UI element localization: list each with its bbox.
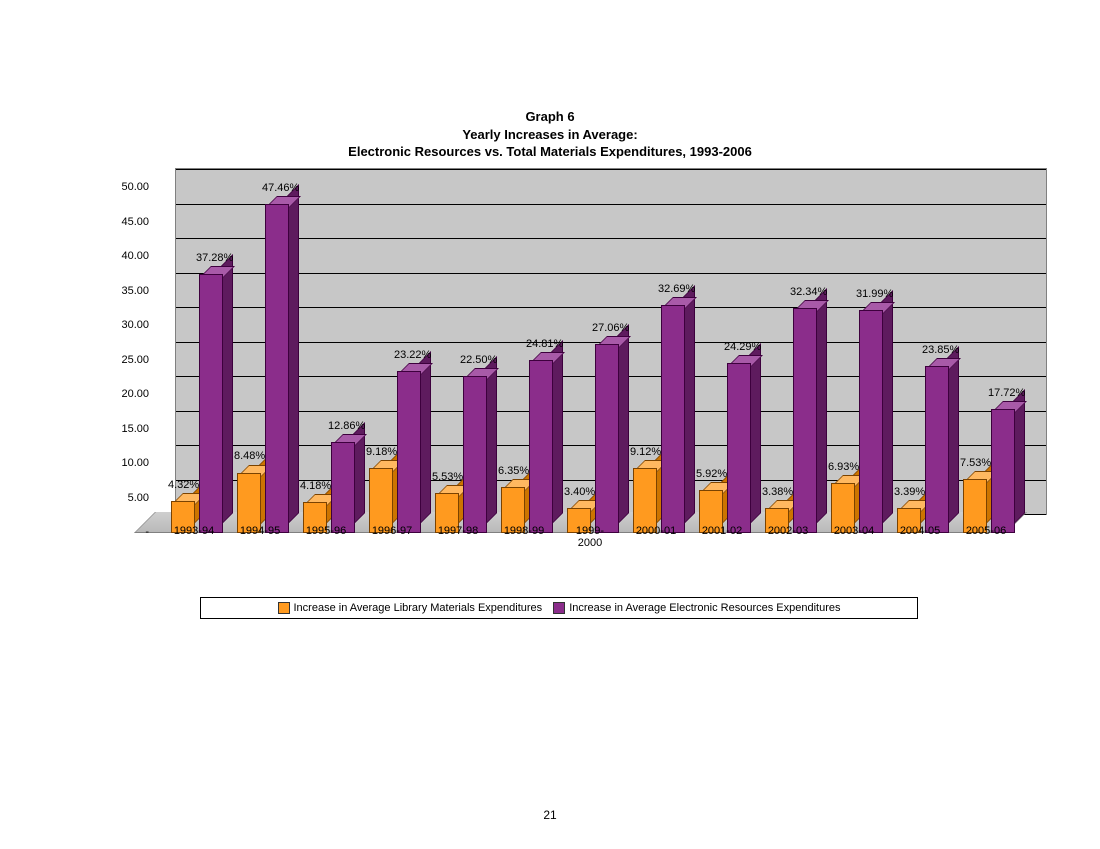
bar-front xyxy=(237,473,261,534)
page: Graph 6 Yearly Increases in Average: Ele… xyxy=(0,0,1100,849)
data-label: 7.53% xyxy=(960,457,991,469)
y-tick-label: 50.00 xyxy=(89,181,149,193)
data-label: 27.06% xyxy=(592,322,629,334)
bar-front xyxy=(331,442,355,533)
data-label: 3.39% xyxy=(894,486,925,498)
data-label: 37.28% xyxy=(196,252,233,264)
x-tick-label: 1997-98 xyxy=(425,525,491,537)
x-tick-label: 1995-96 xyxy=(293,525,359,537)
legend-text-orange: Increase in Average Library Materials Ex… xyxy=(294,602,543,614)
y-tick-label: - xyxy=(89,526,149,538)
x-tick-label: 1993-94 xyxy=(161,525,227,537)
title-line2: Yearly Increases in Average: xyxy=(0,126,1100,144)
purple-bar xyxy=(793,310,815,533)
x-tick-label: 1994-95 xyxy=(227,525,293,537)
legend-item-orange: Increase in Average Library Materials Ex… xyxy=(278,602,543,614)
data-label: 5.92% xyxy=(696,468,727,480)
bar-front xyxy=(991,409,1015,533)
bar-front xyxy=(463,376,487,533)
data-label: 12.86% xyxy=(328,420,365,432)
y-tick-label: 5.00 xyxy=(89,492,149,504)
bar-front xyxy=(595,344,619,533)
plot-area xyxy=(155,188,1025,533)
data-label: 8.48% xyxy=(234,450,265,462)
y-tick-label: 35.00 xyxy=(89,285,149,297)
chart-title: Graph 6 Yearly Increases in Average: Ele… xyxy=(0,108,1100,161)
legend-swatch-purple xyxy=(553,602,565,614)
bar-front xyxy=(727,363,751,533)
y-tick-label: 15.00 xyxy=(89,423,149,435)
x-tick-label: 2005-06 xyxy=(953,525,1019,537)
bars-layer xyxy=(155,188,1025,533)
gridline xyxy=(176,169,1046,170)
y-tick-label: 25.00 xyxy=(89,354,149,366)
data-label: 3.40% xyxy=(564,486,595,498)
purple-bar xyxy=(463,378,485,533)
orange-bar xyxy=(633,470,655,533)
x-tick-label: 1999-2000 xyxy=(557,525,623,549)
data-label: 9.12% xyxy=(630,446,661,458)
bar-front xyxy=(199,274,223,533)
bar-front xyxy=(793,308,817,533)
data-label: 6.93% xyxy=(828,461,859,473)
purple-bar xyxy=(661,307,683,533)
x-tick-label: 2000-01 xyxy=(623,525,689,537)
bar-front xyxy=(529,360,553,533)
legend-swatch-orange xyxy=(278,602,290,614)
data-label: 23.22% xyxy=(394,349,431,361)
y-tick-label: 20.00 xyxy=(89,388,149,400)
data-label: 32.69% xyxy=(658,283,695,295)
data-label: 23.85% xyxy=(922,344,959,356)
data-label: 4.18% xyxy=(300,480,331,492)
purple-bar xyxy=(397,373,419,533)
page-number: 21 xyxy=(0,808,1100,822)
purple-bar xyxy=(991,411,1013,533)
x-tick-label: 1998-99 xyxy=(491,525,557,537)
data-label: 31.99% xyxy=(856,288,893,300)
y-tick-label: 30.00 xyxy=(89,319,149,331)
data-label: 24.81% xyxy=(526,338,563,350)
data-label: 9.18% xyxy=(366,446,397,458)
purple-bar xyxy=(859,312,881,533)
bar-front xyxy=(369,468,393,533)
purple-bar xyxy=(529,362,551,533)
chart: -5.0010.0015.0020.0025.0030.0035.0040.00… xyxy=(95,173,1025,583)
x-tick-label: 2001-02 xyxy=(689,525,755,537)
data-label: 32.34% xyxy=(790,286,827,298)
bar-front xyxy=(925,366,949,533)
purple-bar xyxy=(331,444,353,533)
title-line1: Graph 6 xyxy=(0,108,1100,126)
x-tick-label: 2003-04 xyxy=(821,525,887,537)
bar-front xyxy=(661,305,685,533)
purple-bar xyxy=(925,368,947,533)
data-label: 17.72% xyxy=(988,387,1025,399)
y-tick-label: 10.00 xyxy=(89,457,149,469)
purple-bar xyxy=(595,346,617,533)
purple-bar xyxy=(727,365,749,533)
legend-text-purple: Increase in Average Electronic Resources… xyxy=(569,602,840,614)
data-label: 22.50% xyxy=(460,354,497,366)
y-tick-label: 40.00 xyxy=(89,250,149,262)
data-label: 3.38% xyxy=(762,486,793,498)
title-line3: Electronic Resources vs. Total Materials… xyxy=(0,143,1100,161)
x-tick-label: 2004-05 xyxy=(887,525,953,537)
orange-bar xyxy=(369,470,391,533)
data-label: 4.32% xyxy=(168,479,199,491)
data-label: 5.53% xyxy=(432,471,463,483)
purple-bar xyxy=(199,276,221,533)
y-tick-label: 45.00 xyxy=(89,216,149,228)
legend-item-purple: Increase in Average Electronic Resources… xyxy=(553,602,840,614)
data-label: 24.29% xyxy=(724,341,761,353)
x-tick-label: 1996-97 xyxy=(359,525,425,537)
purple-bar xyxy=(265,206,287,533)
x-tick-label: 2002-03 xyxy=(755,525,821,537)
data-label: 6.35% xyxy=(498,465,529,477)
bar-front xyxy=(265,204,289,533)
data-label: 47.46% xyxy=(262,182,299,194)
bar-front xyxy=(633,468,657,533)
bar-front xyxy=(397,371,421,533)
legend: Increase in Average Library Materials Ex… xyxy=(200,597,918,619)
bar-front xyxy=(859,310,883,533)
